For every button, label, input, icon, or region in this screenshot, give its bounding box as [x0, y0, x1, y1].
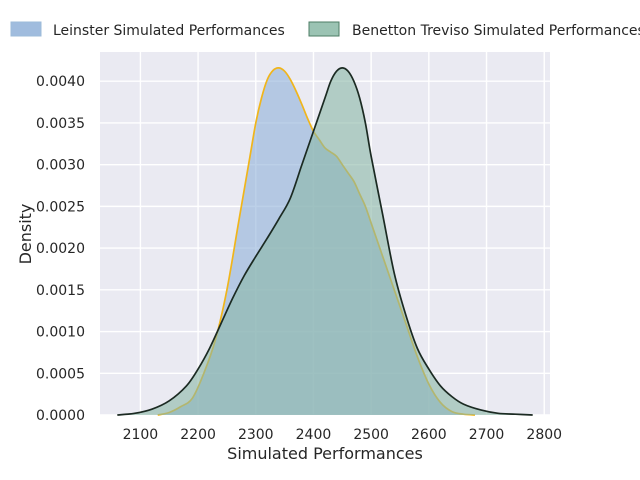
x-tick-label-6: 2700 — [469, 427, 505, 443]
y-tick-label-7: 0.0035 — [36, 116, 85, 132]
x-tick-label-4: 2500 — [353, 427, 389, 443]
x-tick-label-1: 2200 — [180, 427, 216, 443]
x-tick-label-3: 2400 — [296, 427, 332, 443]
y-tick-label-0: 0.0000 — [36, 408, 85, 424]
series-areas — [117, 66, 533, 416]
legend-swatch-benetton-treviso — [308, 21, 340, 37]
y-axis-ticks: 0.0000 0.0005 0.0010 0.0015 0.0020 0.0025 0.00… — [36, 74, 85, 424]
y-tick-label-5: 0.0025 — [36, 199, 85, 215]
y-tick-label-6: 0.0030 — [36, 158, 85, 174]
x-tick-label-2: 2300 — [238, 427, 274, 443]
legend-swatch-leinster — [10, 21, 42, 37]
legend: Leinster Simulated Performances Benetton… — [10, 21, 640, 39]
y-tick-label-3: 0.0015 — [36, 283, 85, 299]
x-tick-label-0: 2100 — [123, 427, 159, 443]
y-axis-label: Density — [16, 204, 35, 265]
x-axis-ticks: 2100 2200 2300 2400 2500 2600 2700 2800 — [123, 427, 562, 443]
legend-label-leinster: Leinster Simulated Performances — [53, 23, 285, 39]
area-benetton-treviso — [117, 67, 533, 416]
x-tick-label-7: 2800 — [526, 427, 562, 443]
y-tick-label-2: 0.0010 — [36, 325, 85, 341]
x-axis-label: Simulated Performances — [227, 444, 423, 463]
legend-label-benetton-treviso: Benetton Treviso Simulated Performances — [352, 23, 640, 39]
y-tick-label-1: 0.0005 — [36, 366, 85, 382]
x-tick-label-5: 2600 — [411, 427, 447, 443]
y-tick-label-8: 0.0040 — [36, 74, 85, 90]
line-benetton-treviso — [117, 67, 533, 416]
y-tick-label-4: 0.0020 — [36, 241, 85, 257]
